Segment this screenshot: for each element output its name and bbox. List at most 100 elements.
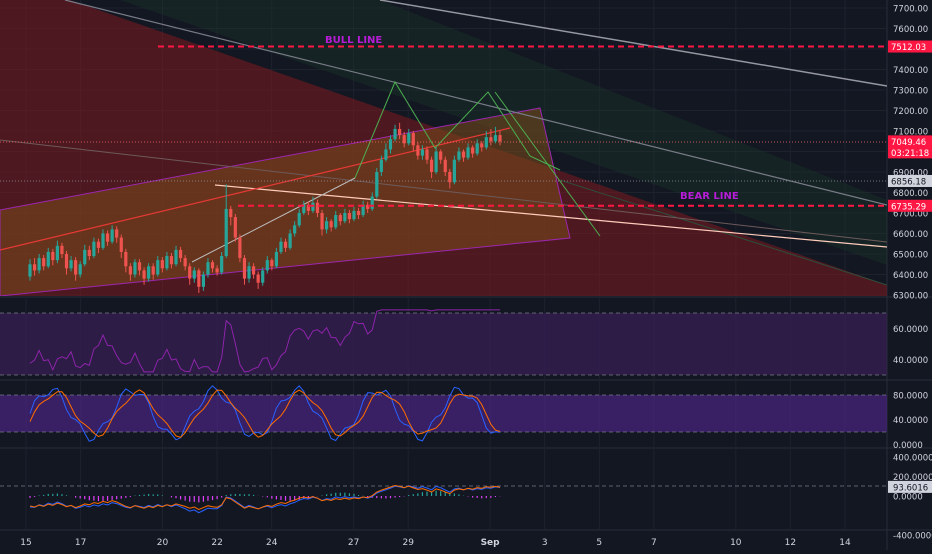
candle-body — [370, 196, 374, 209]
price-marker-label: 7049.46 — [891, 138, 926, 148]
price-tick-label: 6700.00 — [893, 210, 928, 220]
candle-body — [215, 268, 219, 273]
candle-body — [352, 210, 356, 220]
time-tick-label: 22 — [211, 538, 222, 548]
candle-body — [242, 258, 247, 279]
time-tick-label: 7 — [651, 538, 657, 548]
candle-body — [105, 233, 110, 242]
rsi-line — [29, 309, 500, 373]
price-marker-bg — [888, 146, 932, 159]
macd-tick-label: 93.6016 — [893, 483, 928, 493]
candle-body — [78, 264, 82, 275]
candle-body — [315, 202, 320, 213]
stoch-axis[interactable]: 80.0000 40.0000 0.0000 — [893, 392, 928, 451]
time-tick-label: 14 — [839, 538, 851, 548]
candle-body — [302, 204, 306, 213]
candle-body — [434, 151, 438, 172]
stoch-pane — [0, 385, 887, 442]
macd-pane — [0, 484, 887, 514]
candle-body — [265, 260, 269, 271]
stoch-k-line — [29, 385, 501, 442]
price-tick-label: 6600.00 — [893, 230, 928, 240]
stoch-tick-label: 0.0000 — [893, 441, 923, 451]
rsi-band — [0, 313, 887, 375]
price-tick-label: 6900.00 — [893, 169, 928, 179]
candle-body — [142, 270, 146, 279]
candle-body — [51, 251, 55, 261]
candle-body — [229, 208, 233, 218]
price-tick-label: 7200.00 — [893, 107, 928, 117]
candle-body — [461, 151, 466, 158]
candle-body — [55, 245, 59, 261]
price-tick-label: 6500.00 — [893, 251, 928, 261]
candle-body — [498, 135, 502, 142]
macd-tick-label: -400.0000 — [893, 532, 932, 542]
candle-body — [87, 249, 91, 257]
candle-body — [178, 249, 183, 259]
main-pane-drawings — [0, 0, 887, 296]
candle-body — [398, 128, 402, 136]
candle-body — [393, 128, 397, 140]
candle-body — [471, 147, 475, 154]
price-tick-label: 6300.00 — [893, 292, 928, 302]
macd-tick-label: 200.0000 — [893, 473, 932, 483]
trend-line-light — [191, 177, 356, 263]
candle-body — [156, 260, 160, 275]
candle-body — [311, 202, 315, 211]
candle-body — [425, 149, 429, 160]
rsi-tick-label: 60.0000 — [893, 325, 928, 335]
price-marker-label: 6856.18 — [891, 177, 926, 187]
candle-body — [443, 159, 447, 172]
candle-body — [233, 217, 237, 238]
candle-body — [119, 237, 123, 252]
candle-body — [37, 258, 41, 271]
candle-body — [69, 260, 73, 269]
candle-body — [480, 143, 484, 148]
rsi-axis[interactable]: 60.0000 40.0000 — [893, 325, 928, 366]
candle-body — [325, 221, 329, 230]
candle-body — [407, 133, 411, 144]
candle-body — [188, 266, 192, 279]
candle-body — [133, 262, 137, 275]
candle-body — [457, 151, 461, 160]
candle-body — [466, 147, 470, 158]
rsi-pane — [0, 309, 887, 376]
candle-body — [124, 251, 128, 267]
macd-marker-bg — [888, 480, 932, 493]
time-axis[interactable]: 15 17 20 22 24 27 29 Sep 3 5 7 10 12 14 — [20, 538, 851, 548]
candle-body — [475, 143, 479, 154]
candle-body — [452, 159, 456, 183]
price-marker-bg — [888, 135, 932, 148]
time-tick-label: 27 — [348, 538, 359, 548]
time-tick-label: Sep — [481, 538, 501, 548]
price-tick-label: 6400.00 — [893, 271, 928, 281]
candle-body — [379, 159, 383, 172]
candles — [28, 122, 502, 293]
price-marker-label: 7512.03 — [891, 43, 926, 53]
rsi-tick-label: 40.0000 — [893, 356, 928, 366]
stoch-tick-label: 40.0000 — [893, 416, 928, 426]
candle-body — [206, 262, 210, 275]
candle-body — [283, 241, 288, 248]
time-tick-label: 5 — [596, 538, 602, 548]
pattern-green-leg — [494, 91, 601, 237]
candle-body — [293, 225, 297, 234]
candle-body — [256, 274, 260, 283]
trend-line-mid — [64, 0, 887, 206]
trend-line-red — [0, 127, 511, 251]
time-tick-label: 29 — [402, 538, 414, 548]
stoch-d-line — [29, 389, 501, 438]
stoch-tick-label: 80.0000 — [893, 392, 928, 402]
candle-body — [64, 254, 69, 269]
candle-body — [92, 241, 96, 257]
price-marker-bg — [888, 40, 932, 53]
candle-body — [210, 262, 215, 269]
price-marker-label: 6735.29 — [891, 202, 926, 212]
candle-body — [493, 135, 498, 142]
candle-body — [402, 135, 406, 144]
level-lines: BULL LINE BEAR LINE — [158, 35, 887, 207]
